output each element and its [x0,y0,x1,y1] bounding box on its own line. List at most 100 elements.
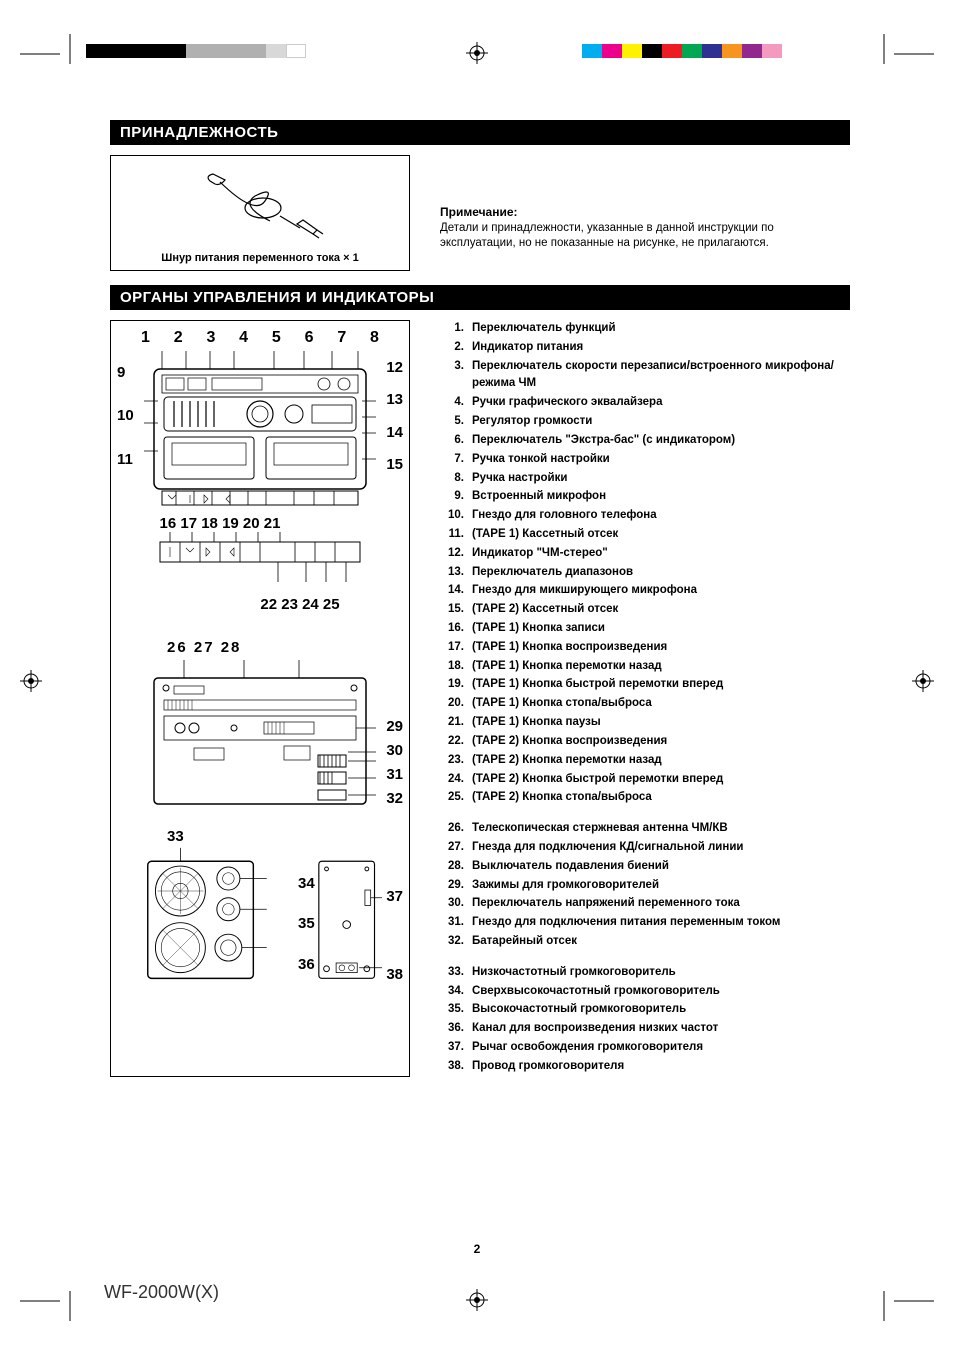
parts-list-item: 4.Ручки графического эквалайзера [440,394,850,412]
parts-item-number: 11. [440,526,464,544]
parts-list-2: 26.Телескопическая стержневая антенна ЧМ… [440,820,850,951]
parts-list-item: 31.Гнездо для подключения питания переме… [440,914,850,932]
parts-list-item: 14.Гнездо для микширующего микрофона [440,582,850,600]
parts-item-number: 7. [440,451,464,469]
parts-item-text: (TAPE 2) Кнопка быстрой перемотки вперед [464,771,723,789]
parts-item-number: 29. [440,877,464,895]
diagram-speakers: 33 [117,828,403,985]
parts-item-text: Сверхвысокочастотный громкоговоритель [464,983,720,1001]
parts-item-number: 22. [440,733,464,751]
parts-list-item: 19.(TAPE 1) Кнопка быстрой перемотки впе… [440,676,850,694]
parts-list-item: 12.Индикатор "ЧМ-стерео" [440,545,850,563]
parts-item-number: 24. [440,771,464,789]
parts-list-item: 37.Рычаг освобождения громкоговорителя [440,1039,850,1057]
parts-item-text: (TAPE 1) Кнопка паузы [464,714,601,732]
diagram1-button-leaders [120,532,400,592]
parts-list-item: 34.Сверхвысокочастотный громкоговоритель [440,983,850,1001]
crop-mark-br [874,1281,934,1321]
parts-list-item: 24.(TAPE 2) Кнопка быстрой перемотки впе… [440,771,850,789]
parts-item-number: 1. [440,320,464,338]
parts-list-item: 38.Провод громкоговорителя [440,1058,850,1076]
power-cord-illustration [195,166,325,246]
parts-list-item: 9.Встроенный микрофон [440,488,850,506]
parts-item-number: 20. [440,695,464,713]
parts-list-item: 15.(TAPE 2) Кассетный отсек [440,601,850,619]
parts-item-number: 8. [440,470,464,488]
parts-list-item: 2.Индикатор питания [440,339,850,357]
section-accessories-header: ПРИНАДЛЕЖНОСТЬ [110,120,850,145]
parts-item-text: Гнездо для головного телефона [464,507,657,525]
diagram1-left-numbers: 9 10 11 [117,351,143,481]
parts-list-item: 26.Телескопическая стержневая антенна ЧМ… [440,820,850,838]
parts-list-item: 30.Переключатель напряжений переменного … [440,895,850,913]
parts-item-number: 34. [440,983,464,1001]
parts-item-number: 36. [440,1020,464,1038]
speaker-right-svg [315,845,382,985]
parts-list-item: 10.Гнездо для головного телефона [440,507,850,525]
diagram1-right-numbers: 12 13 14 15 [377,351,403,481]
parts-list-item: 3.Переключатель скорости перезаписи/встр… [440,358,850,394]
note-block: Примечание: Детали и принадлежности, ука… [440,155,850,271]
parts-item-text: (TAPE 1) Кассетный отсек [464,526,618,544]
parts-list-item: 1.Переключатель функций [440,320,850,338]
parts-list-item: 5.Регулятор громкости [440,413,850,431]
parts-item-text: Зажимы для громкоговорителей [464,877,659,895]
parts-item-text: Переключатель диапазонов [464,564,633,582]
parts-item-text: Индикатор "ЧМ-стерео" [464,545,608,563]
parts-list-item: 35.Высокочастотный громкоговоритель [440,1001,850,1019]
parts-list-item: 13.Переключатель диапазонов [440,564,850,582]
parts-item-number: 3. [440,358,464,394]
parts-item-text: Телескопическая стержневая антенна ЧМ/КВ [464,820,728,838]
parts-list-item: 28.Выключатель подавления биений [440,858,850,876]
parts-item-number: 4. [440,394,464,412]
parts-item-text: Переключатель напряжений переменного ток… [464,895,740,913]
parts-item-text: Ручки графического эквалайзера [464,394,662,412]
parts-item-number: 21. [440,714,464,732]
front-panel-svg [143,351,377,511]
parts-list-item: 18.(TAPE 1) Кнопка перемотки назад [440,658,850,676]
diagram1-bottom-numbers: 22 23 24 25 [117,592,403,617]
parts-item-number: 12. [440,545,464,563]
parts-list-1: 1.Переключатель функций2.Индикатор питан… [440,320,850,807]
parts-item-text: Высокочастотный громкоговоритель [464,1001,686,1019]
parts-item-number: 6. [440,432,464,450]
parts-list-item: 7.Ручка тонкой настройки [440,451,850,469]
rear-panel-svg [143,660,377,810]
parts-item-text: Переключатель функций [464,320,616,338]
parts-item-text: (TAPE 2) Кассетный отсек [464,601,618,619]
note-body: Детали и принадлежности, указанные в дан… [440,221,850,251]
parts-item-text: Индикатор питания [464,339,583,357]
parts-list-item: 11.(TAPE 1) Кассетный отсек [440,526,850,544]
parts-item-number: 32. [440,933,464,951]
parts-item-number: 14. [440,582,464,600]
diagram2-body: 29 30 31 32 [117,660,403,810]
registration-mark-right [912,670,934,692]
parts-item-text: (TAPE 1) Кнопка перемотки назад [464,658,662,676]
note-title: Примечание: [440,205,850,219]
accessory-caption: Шнур питания переменного тока × 1 [121,252,399,264]
parts-item-text: Провод громкоговорителя [464,1058,624,1076]
parts-item-number: 31. [440,914,464,932]
parts-item-text: Переключатель "Экстра-бас" (с индикаторо… [464,432,735,450]
parts-item-text: Гнездо для микширующего микрофона [464,582,697,600]
parts-item-text: Низкочастотный громкоговоритель [464,964,676,982]
parts-item-text: (TAPE 1) Кнопка записи [464,620,605,638]
parts-item-number: 16. [440,620,464,638]
registration-mark-left [20,670,42,692]
accessory-box-powercord: Шнур питания переменного тока × 1 [110,155,410,271]
parts-item-number: 35. [440,1001,464,1019]
registration-mark-bottom [466,1289,488,1311]
section-controls-header: ОРГАНЫ УПРАВЛЕНИЯ И ИНДИКАТОРЫ [110,285,850,310]
parts-list-item: 22.(TAPE 2) Кнопка воспроизведения [440,733,850,751]
parts-item-number: 27. [440,839,464,857]
parts-item-text: Гнездо для подключения питания переменны… [464,914,780,932]
parts-list-column: 1.Переключатель функций2.Индикатор питан… [440,320,850,1077]
accessories-row: Шнур питания переменного тока × 1 Примеч… [110,155,850,271]
parts-item-text: (TAPE 2) Кнопка воспроизведения [464,733,667,751]
parts-list-item: 20.(TAPE 1) Кнопка стопа/выброса [440,695,850,713]
parts-item-text: Ручка тонкой настройки [464,451,610,469]
diagram3-body: 34 35 36 [117,845,403,985]
diagram2-right-numbers: 29 30 31 32 [377,660,403,810]
registration-mark-top [466,42,488,64]
parts-list-item: 6.Переключатель "Экстра-бас" (с индикато… [440,432,850,450]
